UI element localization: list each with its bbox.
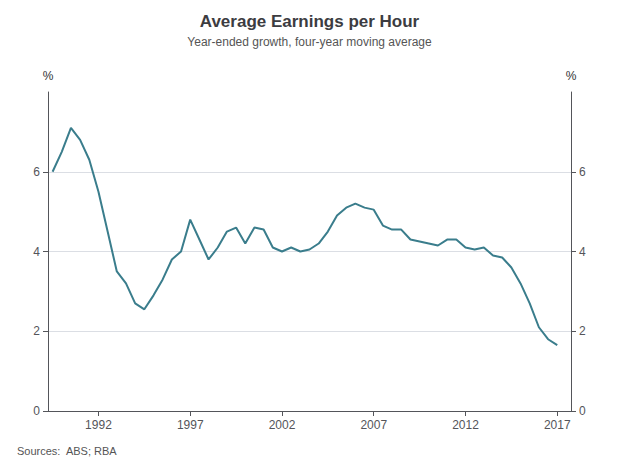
svg-text:2: 2 bbox=[579, 324, 586, 338]
svg-text:1992: 1992 bbox=[85, 418, 112, 432]
svg-text:1997: 1997 bbox=[177, 418, 204, 432]
svg-text:Average Earnings per Hour: Average Earnings per Hour bbox=[200, 12, 420, 31]
svg-text:%: % bbox=[566, 69, 577, 83]
svg-text:2007: 2007 bbox=[360, 418, 387, 432]
svg-text:2017: 2017 bbox=[544, 418, 571, 432]
svg-text:0: 0 bbox=[33, 404, 40, 418]
svg-text:2012: 2012 bbox=[452, 418, 479, 432]
svg-text:2002: 2002 bbox=[269, 418, 296, 432]
svg-text:2: 2 bbox=[33, 324, 40, 338]
svg-text:0: 0 bbox=[579, 404, 586, 418]
svg-text:%: % bbox=[43, 69, 54, 83]
svg-text:4: 4 bbox=[579, 245, 586, 259]
svg-text:Sources: ABS; RBA: Sources: ABS; RBA bbox=[17, 445, 117, 457]
svg-text:4: 4 bbox=[33, 245, 40, 259]
svg-text:Year-ended growth, four-year m: Year-ended growth, four-year moving aver… bbox=[187, 35, 432, 49]
svg-text:6: 6 bbox=[33, 165, 40, 179]
svg-text:6: 6 bbox=[579, 165, 586, 179]
